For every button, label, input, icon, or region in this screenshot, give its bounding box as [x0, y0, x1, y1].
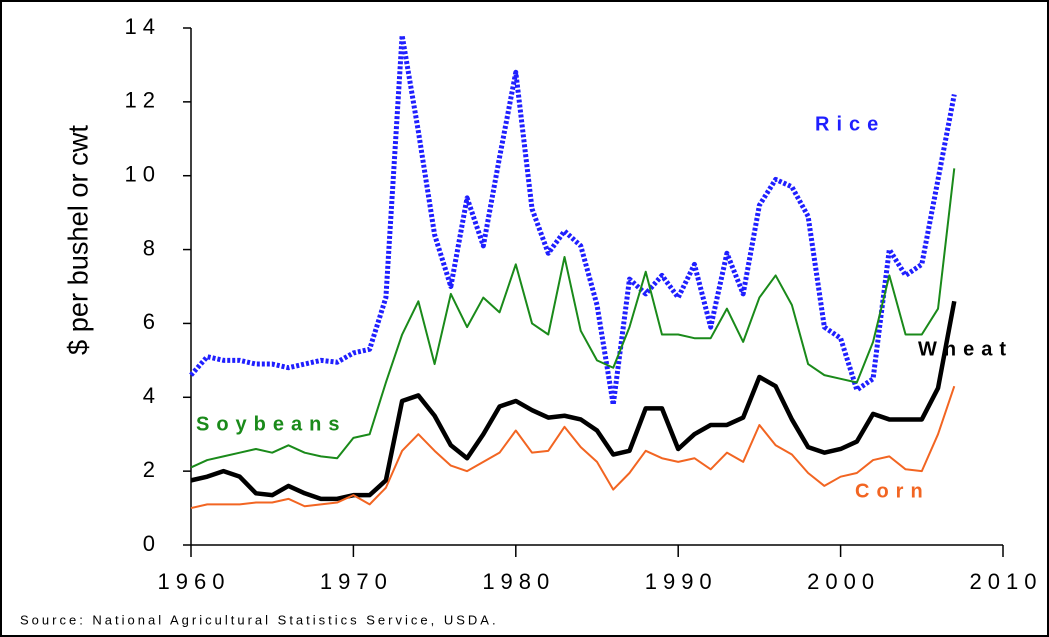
series-line [190, 385, 956, 510]
x-tick-label: 1990 [645, 569, 718, 594]
series-label: Corn [855, 480, 930, 502]
y-tick-label: 6 [143, 309, 161, 334]
y-tick-label: 12 [125, 88, 161, 113]
y-tick-label: 10 [125, 162, 161, 187]
y-tick-label: 4 [143, 383, 161, 408]
y-axis-label: $ per bushel or cwt [62, 125, 93, 355]
series-label: Wheat [918, 338, 1013, 360]
series-label: Rice [815, 113, 885, 135]
series-label: Soybeans [196, 413, 346, 435]
y-tick-label: 0 [143, 531, 161, 556]
x-tick-label: 1980 [482, 569, 555, 594]
source: Source: National Agricultural Statistics… [20, 612, 499, 627]
x-tick-label: 1960 [158, 569, 231, 594]
series-line [190, 300, 957, 502]
x-tick-label: 2010 [970, 569, 1043, 594]
y-tick-label: 8 [143, 235, 161, 260]
x-tick-label: 2000 [807, 569, 880, 594]
series-line [190, 168, 956, 469]
y-tick-label: 2 [143, 457, 161, 482]
y-tick-label: 14 [125, 14, 161, 39]
series-line [189, 32, 957, 408]
x-tick-label: 1970 [320, 569, 393, 594]
